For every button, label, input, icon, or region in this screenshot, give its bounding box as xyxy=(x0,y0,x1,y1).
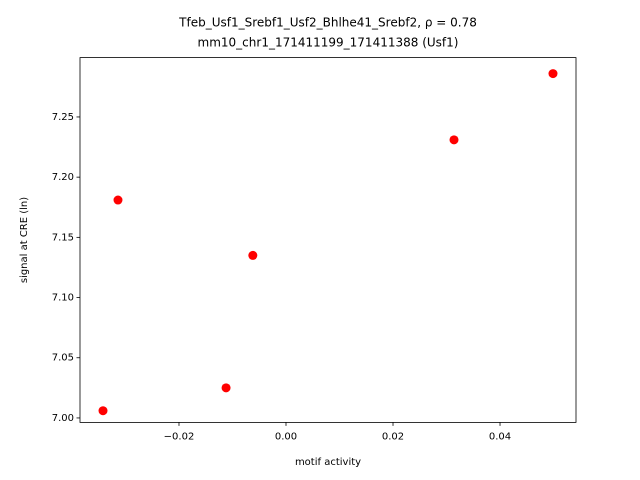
point xyxy=(113,195,123,205)
chart-title: Tfeb_Usf1_Srebf1_Usf2_Bhlhe41_Srebf2, ρ … xyxy=(178,16,477,30)
y-tick-label: 7.05 xyxy=(52,353,74,364)
y-tick-label: 7.25 xyxy=(52,112,74,123)
y-tick-label: 7.15 xyxy=(52,232,74,243)
x-axis-label: motif activity xyxy=(295,457,361,468)
point xyxy=(98,406,108,416)
point xyxy=(548,69,558,79)
y-axis-label: signal at CRE (ln) xyxy=(19,197,30,283)
chart-title: mm10_chr1_171411199_171411388 (Usf1) xyxy=(198,36,459,50)
x-tick-label: −0.02 xyxy=(164,431,195,442)
y-tick-label: 7.10 xyxy=(52,293,74,304)
y-tick-label: 7.20 xyxy=(52,172,74,183)
plot-frame xyxy=(79,57,577,423)
x-tick-label: 0.02 xyxy=(382,431,404,442)
x-tick-label: 0.04 xyxy=(489,431,511,442)
point xyxy=(248,250,258,260)
point xyxy=(449,135,459,145)
x-tick-label: 0.00 xyxy=(275,431,297,442)
point xyxy=(221,383,231,393)
y-tick-label: 7.00 xyxy=(52,413,74,424)
